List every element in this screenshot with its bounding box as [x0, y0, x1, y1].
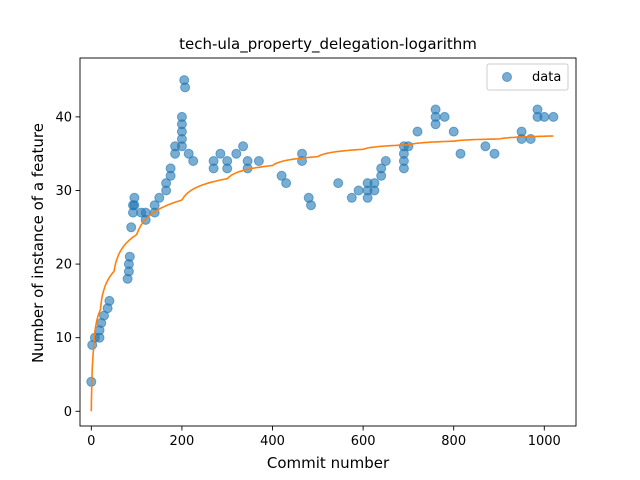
data-point-12	[124, 251, 135, 262]
x-tick-label-0: 0	[87, 434, 95, 449]
x-tick-label-5: 1000	[528, 434, 561, 449]
data-point-27	[165, 163, 176, 174]
data-point-48	[253, 156, 264, 166]
data-point-36	[180, 82, 191, 93]
data-point-70	[403, 141, 414, 152]
data-point-85	[539, 111, 550, 122]
data-point-56	[346, 192, 357, 203]
data-point-38	[188, 156, 199, 166]
plot-area	[79, 57, 577, 427]
data-point-44	[231, 148, 242, 159]
fit-line	[90, 135, 554, 412]
data-point-41	[215, 148, 226, 159]
data-point-64	[376, 163, 387, 174]
data-point-77	[455, 148, 466, 159]
data-point-79	[489, 148, 500, 159]
data-point-76	[448, 126, 459, 137]
legend: data	[486, 63, 569, 91]
data-point-52	[297, 148, 307, 159]
y-tick-label-1: 10	[55, 331, 72, 346]
data-point-75	[439, 111, 450, 122]
y-tick-label-4: 40	[55, 110, 72, 125]
data-point-62	[369, 178, 380, 189]
legend-label-data: data	[532, 70, 561, 85]
data-point-25	[161, 178, 172, 189]
data-point-13	[126, 222, 137, 233]
data-point-34	[176, 111, 187, 122]
data-point-50	[281, 178, 292, 189]
x-tick-label-2: 400	[260, 434, 285, 449]
data-point-86	[548, 111, 559, 122]
y-axis-label: Number of instance of a feature	[29, 123, 47, 363]
data-point-55	[333, 178, 344, 189]
data-point-23	[154, 192, 165, 203]
data-point-78	[480, 141, 491, 152]
data-point-65	[380, 156, 391, 166]
x-axis: 0 200 400 600 800 1000	[87, 426, 561, 449]
data-point-17	[129, 192, 140, 203]
data-point-22	[149, 200, 160, 211]
data-series	[86, 75, 559, 387]
data-point-71	[412, 126, 423, 137]
y-tick-label-0: 0	[64, 405, 72, 420]
data-point-84	[532, 104, 543, 115]
data-point-40	[208, 156, 219, 166]
data-point-37	[183, 148, 194, 159]
data-point-8	[104, 295, 115, 306]
data-point-49	[276, 170, 287, 181]
x-axis-label: Commit number	[267, 454, 390, 472]
legend-box	[486, 63, 569, 91]
y-axis: 0 10 20 30 40	[55, 110, 80, 420]
y-tick-label-2: 20	[55, 258, 72, 273]
data-point-81	[516, 126, 527, 137]
data-point-47	[242, 156, 253, 166]
legend-marker-data	[502, 72, 512, 82]
chart-title: tech-ula_property_delegation-logarithm	[179, 35, 477, 54]
x-tick-label-3: 600	[351, 434, 376, 449]
data-point-43	[222, 156, 233, 166]
plot-frame	[79, 57, 577, 427]
data-point-57	[353, 185, 364, 196]
x-tick-label-4: 800	[441, 434, 466, 449]
x-tick-label-1: 200	[170, 434, 195, 449]
data-point-45	[238, 141, 249, 152]
data-point-74	[430, 104, 441, 115]
y-tick-label-3: 30	[55, 184, 72, 199]
data-point-54	[306, 200, 316, 211]
